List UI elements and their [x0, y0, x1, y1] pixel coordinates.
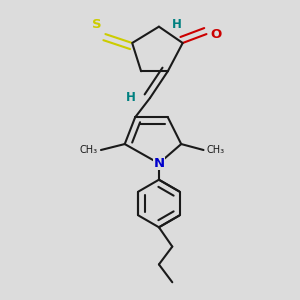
Text: CH₃: CH₃	[80, 145, 98, 155]
Text: S: S	[92, 17, 102, 31]
Text: N: N	[153, 157, 164, 170]
Text: H: H	[126, 92, 136, 104]
Text: CH₃: CH₃	[206, 145, 225, 155]
Text: O: O	[210, 28, 221, 40]
Text: H: H	[171, 18, 181, 31]
